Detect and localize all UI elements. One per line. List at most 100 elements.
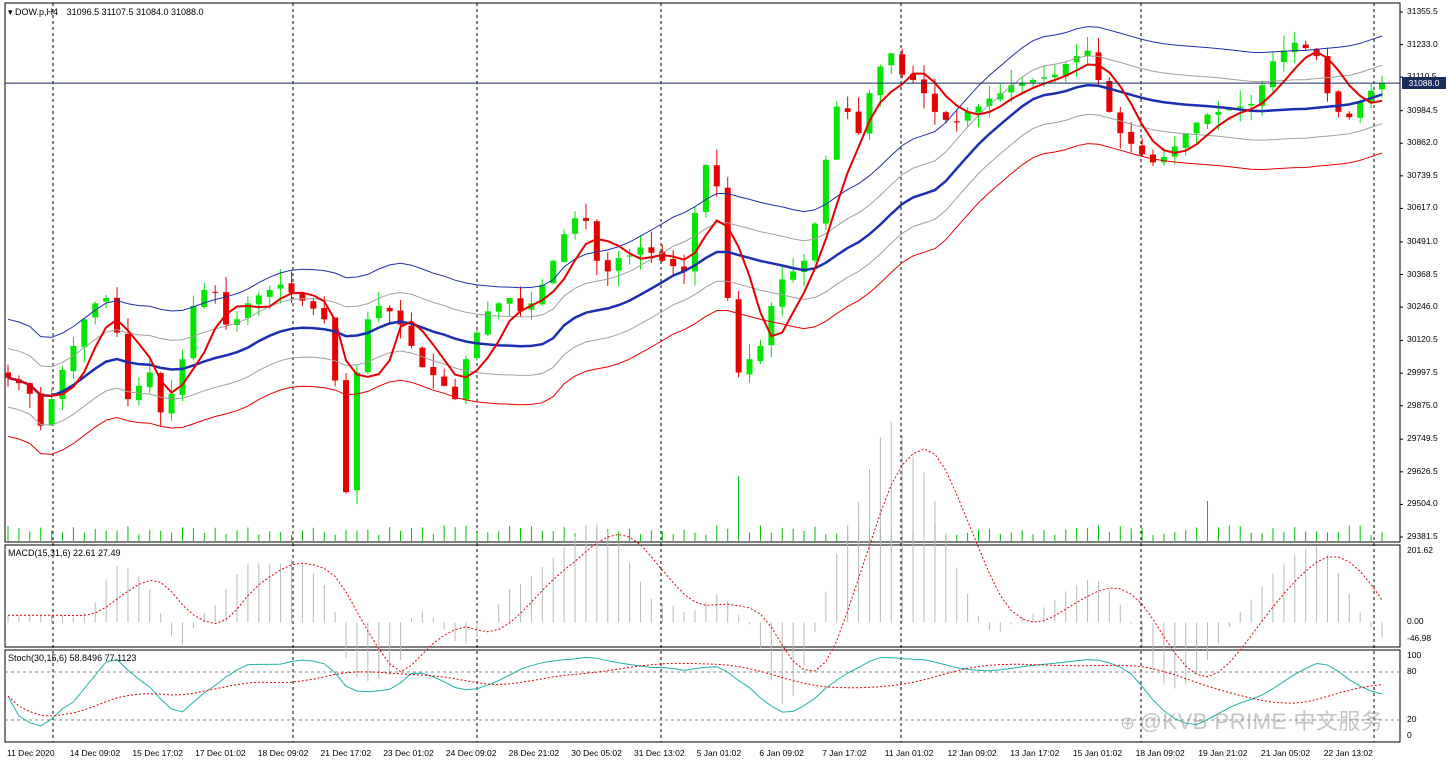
candle-body [822, 159, 829, 224]
date-tick-label: 30 Dec 05:02 [571, 748, 622, 758]
date-tick-label: 11 Jan 01:02 [884, 748, 934, 758]
candle-body [288, 283, 295, 293]
candle-body [1160, 157, 1167, 163]
candle-body [888, 53, 895, 66]
price-tick-label: 29626.5 [1407, 465, 1438, 476]
macd-signal-line [8, 448, 1383, 678]
symbol-menu-icon[interactable]: ▾ [8, 7, 13, 17]
candle-body [855, 111, 862, 134]
candle-body [59, 369, 66, 400]
candle-body [1204, 114, 1211, 125]
watermark: ⊕ @KVB PRIME 中文服务 [1120, 704, 1383, 736]
price-tick-label: 30617.0 [1407, 202, 1438, 213]
fast-ma-line [7, 50, 1383, 397]
candle-body [1259, 85, 1266, 106]
candle-body [1139, 145, 1146, 155]
candle-body [1193, 122, 1200, 134]
current-price-tag: 31088.0 [1402, 77, 1446, 90]
candle-body [921, 79, 927, 94]
candle-body [561, 234, 568, 263]
candle-body [713, 165, 720, 187]
price-tick-label: 29997.5 [1407, 367, 1438, 378]
date-tick-label: 23 Dec 01:02 [383, 748, 434, 758]
candle-body [768, 306, 775, 346]
candle-body [866, 93, 873, 134]
candle-body [1215, 111, 1222, 115]
candle-body [81, 319, 88, 348]
candle-body [1357, 101, 1364, 118]
candle-body [397, 310, 404, 325]
candle-body [1019, 82, 1026, 86]
candle-body [1084, 50, 1091, 57]
candle-body [386, 307, 393, 312]
candle-body [757, 345, 764, 362]
candle-body [114, 297, 121, 333]
candle-body [1302, 44, 1309, 49]
candle-body [801, 260, 808, 273]
price-tick-label: 30120.5 [1407, 334, 1438, 345]
date-tick-label: 18 Dec 09:02 [257, 748, 309, 758]
candle-body [277, 284, 284, 289]
date-tick-label: 13 Jan 17:02 [1010, 748, 1060, 758]
date-tick-label: 31 Dec 13:02 [634, 748, 685, 758]
stoch-tick-label: 20 [1407, 714, 1417, 724]
date-tick-label: 21 Jan 05:02 [1261, 748, 1311, 758]
date-tick-label: 19 Jan 21:02 [1198, 748, 1248, 758]
candle-body [550, 260, 557, 284]
price-tick-label: 29504.0 [1407, 498, 1438, 509]
candle-body [964, 111, 971, 121]
stoch-main-line [7, 656, 1383, 727]
candle-body [234, 319, 240, 325]
candle-body [1280, 50, 1287, 63]
candle-body [495, 303, 502, 312]
date-tick-label: 14 Dec 09:02 [69, 748, 121, 758]
candle-body [190, 306, 197, 359]
price-tick-label: 31233.0 [1407, 38, 1438, 49]
candle-body [48, 399, 55, 425]
candle-body [266, 290, 273, 297]
price-tick-label: 29749.5 [1407, 433, 1438, 444]
stoch-tick-label: 0 [1407, 730, 1412, 740]
candle-body [844, 108, 851, 112]
candle-body [1040, 77, 1047, 79]
date-tick-label: 17 Dec 01:02 [195, 748, 246, 758]
candle-body [637, 247, 644, 255]
candle-body [332, 317, 339, 381]
lower-band-line [7, 143, 1383, 455]
price-tick-label: 30491.0 [1407, 235, 1438, 246]
candle-body [1291, 42, 1298, 53]
candle-body [1117, 112, 1124, 134]
upper-band-line [7, 26, 1383, 338]
date-tick-label: 22 Jan 13:02 [1323, 748, 1373, 758]
candle-body [299, 292, 306, 301]
date-tick-label: 28 Dec 21:02 [508, 748, 560, 758]
price-tick-label: 31110.5 [1407, 71, 1436, 81]
date-tick-label: 7 Jan 17:02 [822, 748, 867, 758]
candle-body [1248, 103, 1255, 106]
candle-body [146, 372, 153, 388]
price-tick-label: 29875.0 [1407, 399, 1438, 410]
candle-body [746, 359, 753, 375]
ohlc-values: 31096.5 31107.5 31084.0 31088.0 [66, 7, 204, 17]
stoch-panel-frame [4, 649, 1401, 743]
candle-body [953, 121, 960, 123]
candle-body [353, 372, 360, 491]
candle-body [648, 247, 655, 253]
candle-body [1030, 79, 1037, 83]
candle-body [1346, 113, 1353, 118]
candle-body [26, 383, 33, 394]
symbol-timeframe: DOW.p,H4 [15, 7, 59, 17]
candle-body [910, 73, 917, 80]
candle-body [1008, 85, 1015, 93]
candle-body [70, 345, 77, 372]
candle-body [975, 106, 982, 113]
date-tick-label: 5 Jan 01:02 [696, 748, 742, 758]
candle-body [1269, 61, 1276, 88]
candle-body [408, 325, 415, 346]
candle-body [1182, 133, 1189, 149]
candle-body [539, 284, 546, 305]
candle-body [517, 298, 524, 312]
price-tick-label: 30862.0 [1407, 137, 1438, 148]
candle-body [321, 307, 328, 320]
